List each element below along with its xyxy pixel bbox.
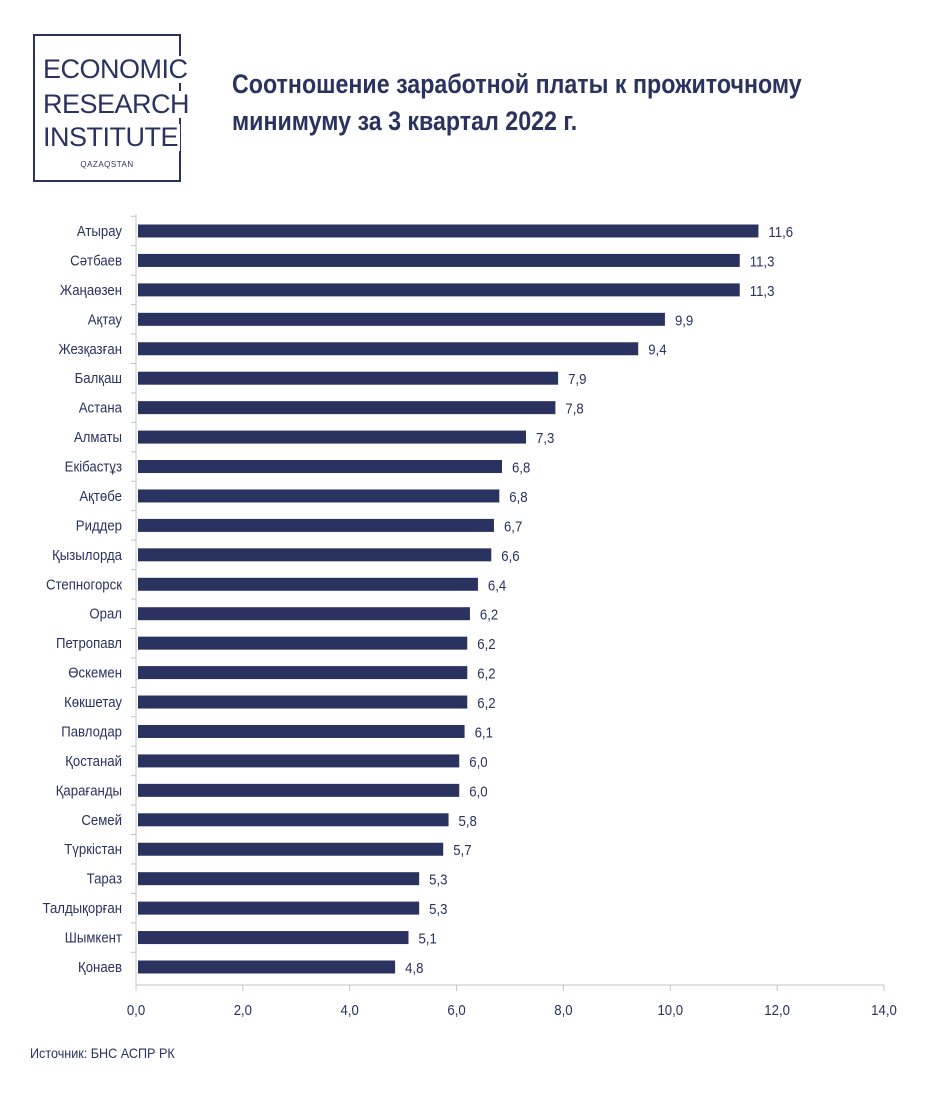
logo-line-2: RESEARCH	[43, 89, 192, 119]
x-tick-label: 12,0	[764, 1001, 790, 1018]
category-label: Қарағанды	[56, 782, 122, 799]
bar	[138, 695, 468, 709]
category-label: Ақтөбе	[79, 487, 122, 504]
bar	[138, 489, 500, 503]
data-label: 6,8	[509, 488, 527, 505]
logo-line-1: ECONOMIC	[43, 54, 190, 84]
x-tick-label: 2,0	[234, 1001, 252, 1018]
category-label: Жаңаөзен	[60, 281, 122, 298]
category-label: Екібастұз	[65, 458, 122, 475]
bar	[138, 931, 409, 945]
category-label: Балқаш	[75, 369, 122, 386]
category-label: Семей	[81, 811, 122, 828]
data-label: 6,4	[488, 576, 506, 593]
logo-subtitle: QAZAQSTAN	[80, 160, 134, 169]
bar	[138, 813, 449, 827]
data-label: 11,3	[750, 253, 775, 270]
bar	[138, 401, 556, 415]
bar	[138, 901, 420, 915]
category-label: Риддер	[76, 517, 122, 534]
bar	[138, 754, 460, 768]
bar-chart: Атырау 11,6 Сәтбаев 11,3 Жаңаөзен 11,3 Ақтау 9,…	[42, 214, 897, 1018]
data-label: 6,0	[469, 753, 487, 770]
category-label: Павлодар	[61, 723, 122, 740]
data-label: 6,1	[475, 724, 493, 741]
data-label: 7,3	[536, 429, 554, 446]
bar	[138, 283, 740, 297]
x-tick-label: 10,0	[657, 1001, 683, 1018]
source-note: Источник: БНС АСПР РК	[30, 1045, 175, 1061]
data-label: 5,3	[429, 900, 447, 917]
category-label: Талдықорған	[42, 899, 122, 916]
x-tick-label: 0,0	[127, 1001, 145, 1018]
category-label: Жезқазған	[58, 340, 122, 357]
category-label: Көкшетау	[64, 693, 123, 710]
category-label: Сәтбаев	[70, 252, 122, 269]
category-label: Ақтау	[88, 311, 123, 328]
data-label: 5,3	[429, 871, 447, 888]
category-label: Орал	[89, 605, 122, 622]
data-label: 6,2	[480, 606, 498, 623]
data-label: 6,2	[477, 635, 495, 652]
bar	[138, 842, 444, 856]
x-tick-label: 6,0	[447, 1001, 465, 1018]
bar	[138, 224, 759, 238]
data-label: 6,2	[477, 694, 495, 711]
logo-line-3: INSTITUTE	[43, 122, 180, 152]
bar	[138, 607, 470, 621]
data-label: 6,8	[512, 459, 530, 476]
logo: ECONOMIC RESEARCH INSTITUTE QAZAQSTAN	[33, 34, 192, 182]
category-label: Өскемен	[68, 664, 122, 681]
data-label: 9,9	[675, 312, 693, 329]
category-label: Астана	[79, 399, 122, 416]
category-label: Қостанай	[65, 752, 122, 769]
x-tick-label: 8,0	[554, 1001, 572, 1018]
bar	[138, 430, 527, 444]
bar	[138, 636, 468, 650]
category-label: Степногорск	[46, 575, 123, 592]
bar	[138, 666, 468, 680]
category-label: Петропавл	[56, 634, 122, 651]
data-label: 7,8	[565, 400, 583, 417]
data-label: 11,6	[768, 223, 793, 240]
data-label: 5,1	[418, 930, 436, 947]
bar	[138, 548, 492, 562]
chart-title-line-2: минимуму за 3 квартал 2022 г.	[232, 106, 578, 136]
bar	[138, 460, 502, 474]
bar	[138, 960, 396, 974]
bar	[138, 312, 665, 326]
bar	[138, 872, 420, 886]
data-label: 6,2	[477, 665, 495, 682]
category-label: Қызылорда	[52, 546, 122, 563]
data-label: 9,4	[648, 341, 666, 358]
data-label: 6,0	[469, 783, 487, 800]
data-label: 6,6	[501, 547, 519, 564]
bar	[138, 253, 740, 267]
x-tick-label: 4,0	[341, 1001, 359, 1018]
bar	[138, 371, 559, 385]
category-label: Шымкент	[65, 929, 123, 946]
category-label: Алматы	[74, 428, 122, 445]
bar	[138, 724, 465, 738]
bar	[138, 577, 478, 591]
category-label: Тараз	[87, 870, 122, 887]
x-tick-label: 14,0	[871, 1001, 897, 1018]
category-label: Түркістан	[64, 840, 122, 857]
category-label: Атырау	[77, 222, 123, 239]
data-label: 5,8	[459, 812, 477, 829]
data-label: 6,7	[504, 518, 522, 535]
category-label: Қонаев	[78, 958, 122, 975]
data-label: 11,3	[750, 282, 775, 299]
data-label: 5,7	[453, 841, 471, 858]
data-label: 7,9	[568, 370, 586, 387]
chart-title-line-1: Соотношение заработной платы к прожиточн…	[232, 69, 802, 99]
bar	[138, 342, 639, 356]
bar	[138, 518, 494, 532]
data-label: 4,8	[405, 959, 423, 976]
chart-title: Соотношение заработной платы к прожиточн…	[232, 66, 802, 140]
bar	[138, 783, 460, 797]
